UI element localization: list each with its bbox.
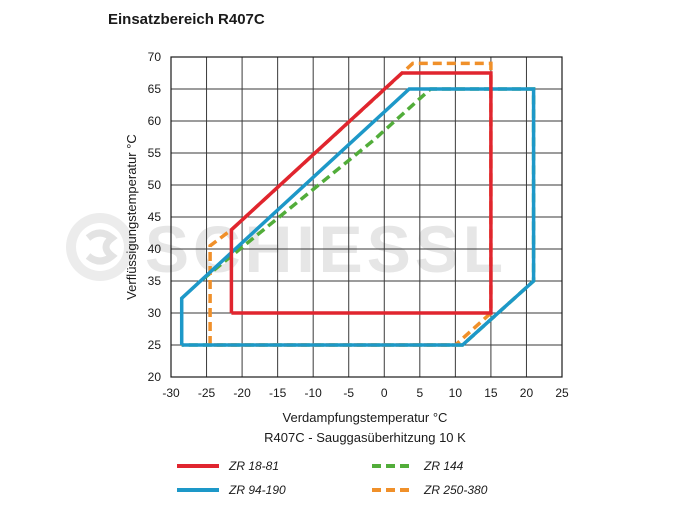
x-tick-label: 5: [416, 386, 423, 400]
x-axis-label: Verdampfungstemperatur °C: [283, 410, 448, 425]
y-tick-label: 65: [148, 82, 162, 96]
y-axis-label: Verflüssigungstemperatur °C: [124, 134, 139, 300]
legend: ZR 18-81 ZR 144 ZR 94-190 ZR 250-380: [177, 459, 488, 497]
series-line-4: [208, 61, 493, 347]
x-tick-label: -15: [269, 386, 287, 400]
y-tick-label: 25: [148, 338, 162, 352]
y-tick-label: 40: [148, 242, 162, 256]
watermark-logo-icon: [66, 213, 134, 281]
plot-frame: [170, 56, 563, 378]
x-tick-label: -20: [233, 386, 251, 400]
x-tick-label: 0: [381, 386, 388, 400]
legend-label: ZR 18-81: [228, 459, 279, 473]
y-tick-label: 55: [148, 146, 162, 160]
y-tick-label: 35: [148, 274, 162, 288]
x-tick-label: -25: [198, 386, 216, 400]
y-tick-label: 50: [148, 178, 162, 192]
y-tick-label: 60: [148, 114, 162, 128]
y-tick-label: 70: [148, 50, 162, 64]
series-line-1: [229, 71, 493, 315]
series-layer: [179, 61, 536, 347]
y-tick-label: 30: [148, 306, 162, 320]
legend-label: ZR 250-380: [423, 483, 488, 497]
y-tick-label: 45: [148, 210, 162, 224]
legend-label: ZR 144: [423, 459, 464, 473]
x-tick-label: 25: [555, 386, 569, 400]
x-tick-label: -5: [343, 386, 354, 400]
x-axis-sublabel: R407C - Sauggasüberhitzung 10 K: [264, 430, 466, 445]
chart-title: Einsatzbereich R407C: [108, 11, 265, 28]
x-tick-label: 20: [520, 386, 534, 400]
series-line-2: [179, 87, 536, 347]
x-tick-label: -10: [305, 386, 323, 400]
legend-label: ZR 94-190: [228, 483, 286, 497]
x-tick-label: 10: [449, 386, 463, 400]
x-tick-label: 15: [484, 386, 498, 400]
y-tick-label: 20: [148, 370, 162, 384]
x-tick-label: -30: [162, 386, 180, 400]
tick-labels: -30 -25 -20 -15 -10 -5 0 5 10 15 20 25 20 25 30 35 40 45 5…: [148, 50, 569, 400]
